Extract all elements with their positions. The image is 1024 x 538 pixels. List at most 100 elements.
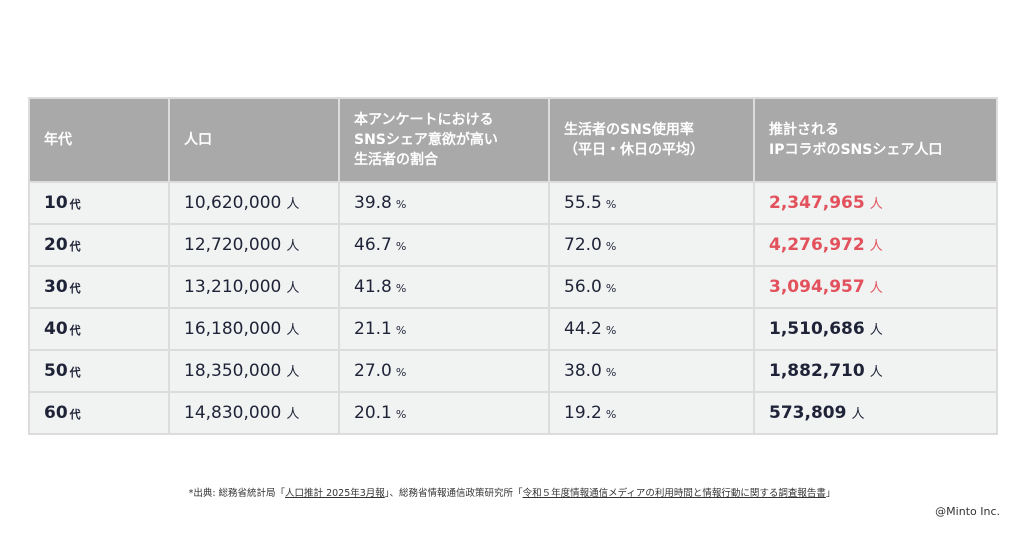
header-line: 生活者の割合	[354, 152, 438, 168]
ip-unit: 人	[869, 365, 883, 380]
population-value: 10,620,000	[184, 193, 282, 213]
table-row: 50 代 18,350,000 人 27.0% 38.0% 1,882,710 人	[28, 349, 998, 393]
age-unit: 代	[69, 282, 81, 295]
intent-unit: %	[395, 366, 407, 379]
cell-share-intent: 20.1%	[338, 391, 550, 435]
cell-sns-usage: 56.0%	[548, 265, 755, 309]
age-value: 60	[44, 403, 68, 423]
age-value: 40	[44, 319, 68, 339]
usage-unit: %	[605, 240, 617, 253]
intent-unit: %	[395, 240, 407, 253]
ip-value: 1,882,710	[769, 361, 865, 381]
age-unit: 代	[69, 408, 81, 421]
usage-value: 44.2	[564, 319, 602, 339]
cell-sns-usage: 72.0%	[548, 223, 755, 267]
cell-share-intent: 27.0%	[338, 349, 550, 393]
population-unit: 人	[286, 323, 300, 338]
population-value: 14,830,000	[184, 403, 282, 423]
ip-value: 3,094,957	[769, 277, 865, 297]
table-row: 10 代 10,620,000 人 39.8% 55.5% 2,347,965 人	[28, 181, 998, 225]
header-line: SNSシェア意欲が高い	[354, 132, 498, 148]
ip-collab-share-table: 年代 人口 本アンケートにおける SNSシェア意欲が高い 生活者の割合 生活者の…	[28, 97, 998, 435]
cell-ip-share-population: 1,510,686 人	[753, 307, 998, 351]
ip-unit: 人	[869, 197, 883, 212]
ip-value: 573,809	[769, 403, 847, 423]
cell-age: 40 代	[28, 307, 170, 351]
age-unit: 代	[69, 366, 81, 379]
age-value: 20	[44, 235, 68, 255]
cell-sns-usage: 38.0%	[548, 349, 755, 393]
header-line: 生活者のSNS使用率	[564, 122, 694, 138]
population-unit: 人	[286, 281, 300, 296]
cell-population: 16,180,000 人	[168, 307, 340, 351]
cell-sns-usage: 55.5%	[548, 181, 755, 225]
ip-unit: 人	[869, 323, 883, 338]
header-ip-share-population: 推計される IPコラボのSNSシェア人口	[753, 97, 998, 183]
intent-value: 41.8	[354, 277, 392, 297]
population-unit: 人	[286, 407, 300, 422]
source-footnote: *出典: 総務省統計局「人口推計 2025年3月報」、総務省情報通信政策研究所「…	[0, 485, 1024, 499]
ip-value: 2,347,965	[769, 193, 865, 213]
header-population: 人口	[168, 97, 340, 183]
intent-value: 20.1	[354, 403, 392, 423]
cell-population: 18,350,000 人	[168, 349, 340, 393]
footnote-prefix: *出典: 総務省統計局「	[188, 488, 286, 499]
population-unit: 人	[286, 197, 300, 212]
cell-share-intent: 46.7%	[338, 223, 550, 267]
usage-value: 55.5	[564, 193, 602, 213]
population-value: 13,210,000	[184, 277, 282, 297]
age-value: 30	[44, 277, 68, 297]
cell-sns-usage: 44.2%	[548, 307, 755, 351]
age-value: 50	[44, 361, 68, 381]
population-value: 12,720,000	[184, 235, 282, 255]
cell-sns-usage: 19.2%	[548, 391, 755, 435]
age-unit: 代	[69, 324, 81, 337]
cell-age: 50 代	[28, 349, 170, 393]
footnote-middle: 」、総務省情報通信政策研究所「	[384, 488, 523, 499]
cell-age: 20 代	[28, 223, 170, 267]
population-value: 18,350,000	[184, 361, 282, 381]
intent-unit: %	[395, 408, 407, 421]
population-unit: 人	[286, 239, 300, 254]
population-value: 16,180,000	[184, 319, 282, 339]
usage-unit: %	[605, 198, 617, 211]
cell-ip-share-population: 2,347,965 人	[753, 181, 998, 225]
ip-value: 1,510,686	[769, 319, 865, 339]
cell-population: 10,620,000 人	[168, 181, 340, 225]
age-value: 10	[44, 193, 68, 213]
source-link-media-survey[interactable]: 令和５年度情報通信メディアの利用時間と情報行動に関する調査報告書	[522, 488, 826, 499]
cell-share-intent: 39.8%	[338, 181, 550, 225]
intent-unit: %	[395, 282, 407, 295]
header-line: （平日・休日の平均）	[564, 142, 704, 158]
usage-value: 72.0	[564, 235, 602, 255]
usage-unit: %	[605, 366, 617, 379]
ip-unit: 人	[869, 239, 883, 254]
header-line: IPコラボのSNSシェア人口	[769, 142, 943, 158]
cell-share-intent: 21.1%	[338, 307, 550, 351]
table-row: 30 代 13,210,000 人 41.8% 56.0% 3,094,957 人	[28, 265, 998, 309]
table-row: 20 代 12,720,000 人 46.7% 72.0% 4,276,972 人	[28, 223, 998, 267]
table-row: 40 代 16,180,000 人 21.1% 44.2% 1,510,686 人	[28, 307, 998, 351]
usage-unit: %	[605, 408, 617, 421]
footnote-suffix: 」	[825, 488, 836, 499]
cell-age: 60 代	[28, 391, 170, 435]
usage-value: 38.0	[564, 361, 602, 381]
table-row: 60 代 14,830,000 人 20.1% 19.2% 573,809 人	[28, 391, 998, 435]
usage-unit: %	[605, 282, 617, 295]
intent-value: 39.8	[354, 193, 392, 213]
cell-population: 12,720,000 人	[168, 223, 340, 267]
header-share-intent: 本アンケートにおける SNSシェア意欲が高い 生活者の割合	[338, 97, 550, 183]
source-link-population[interactable]: 人口推計 2025年3月報	[285, 488, 385, 499]
cell-ip-share-population: 573,809 人	[753, 391, 998, 435]
header-line: 本アンケートにおける	[354, 112, 494, 128]
usage-value: 56.0	[564, 277, 602, 297]
population-unit: 人	[286, 365, 300, 380]
cell-ip-share-population: 4,276,972 人	[753, 223, 998, 267]
cell-population: 13,210,000 人	[168, 265, 340, 309]
header-age: 年代	[28, 97, 170, 183]
intent-value: 21.1	[354, 319, 392, 339]
header-row: 年代 人口 本アンケートにおける SNSシェア意欲が高い 生活者の割合 生活者の…	[28, 97, 998, 183]
usage-unit: %	[605, 324, 617, 337]
cell-population: 14,830,000 人	[168, 391, 340, 435]
cell-ip-share-population: 1,882,710 人	[753, 349, 998, 393]
